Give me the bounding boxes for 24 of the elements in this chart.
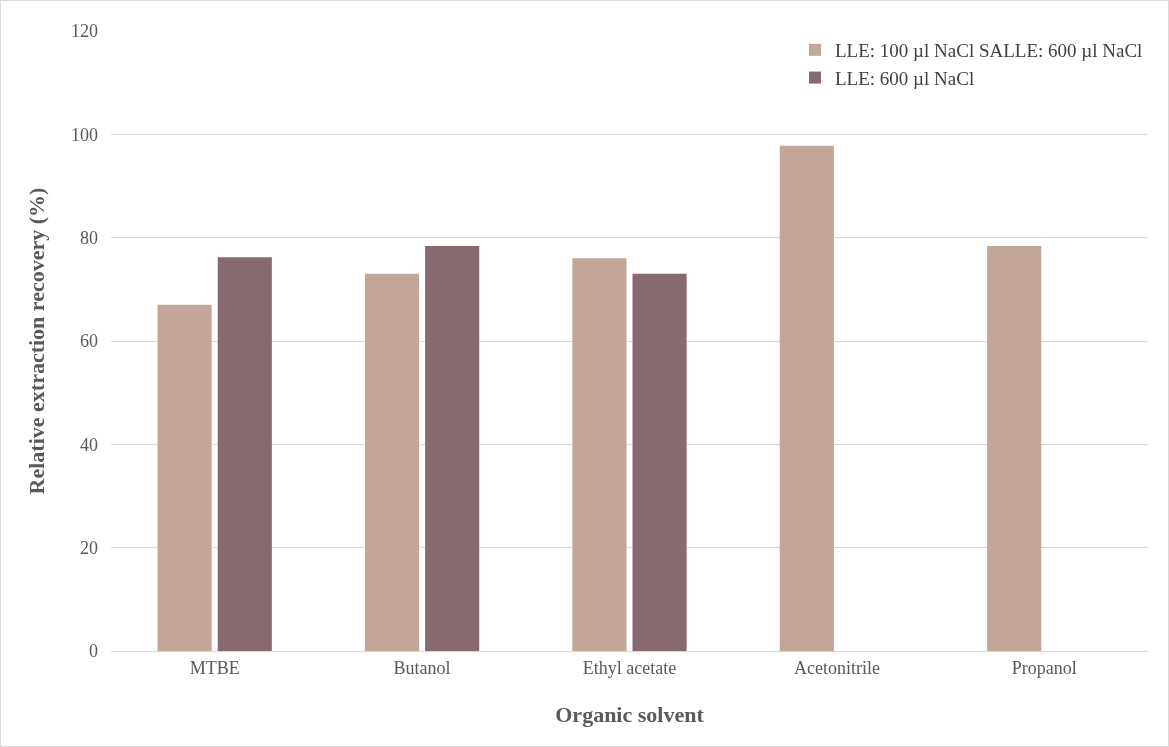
legend-label: LLE: 100 µl NaCl SALLE: 600 µl NaCl [835,40,1143,62]
y-axis-title: Relative extraction recovery (%) [23,187,49,495]
y-tick-label: 100 [71,124,98,145]
x-axis-title: Organic solvent [555,702,705,728]
y-tick-label: 0 [89,641,98,662]
y-tick-label: 20 [80,537,98,558]
x-tick-label: MTBE [189,657,240,678]
y-tick-label: 60 [80,331,98,352]
bar [987,245,1042,651]
y-tick-label: 80 [80,227,98,248]
bar [572,258,627,651]
bar [364,273,420,651]
x-tick-label: Butanol [393,657,451,678]
bar [632,273,687,651]
x-tick-label: Propanol [1011,657,1077,678]
y-tick-label: 120 [71,21,98,42]
bar [425,245,480,651]
bar [779,145,834,651]
x-tick-label: Ethyl acetate [582,657,677,678]
legend-label: LLE: 600 µl NaCl [835,67,975,89]
bar [157,304,212,651]
bar [217,257,272,651]
x-tick-label: Acetonitrile [793,657,880,678]
y-tick-label: 40 [80,434,98,455]
